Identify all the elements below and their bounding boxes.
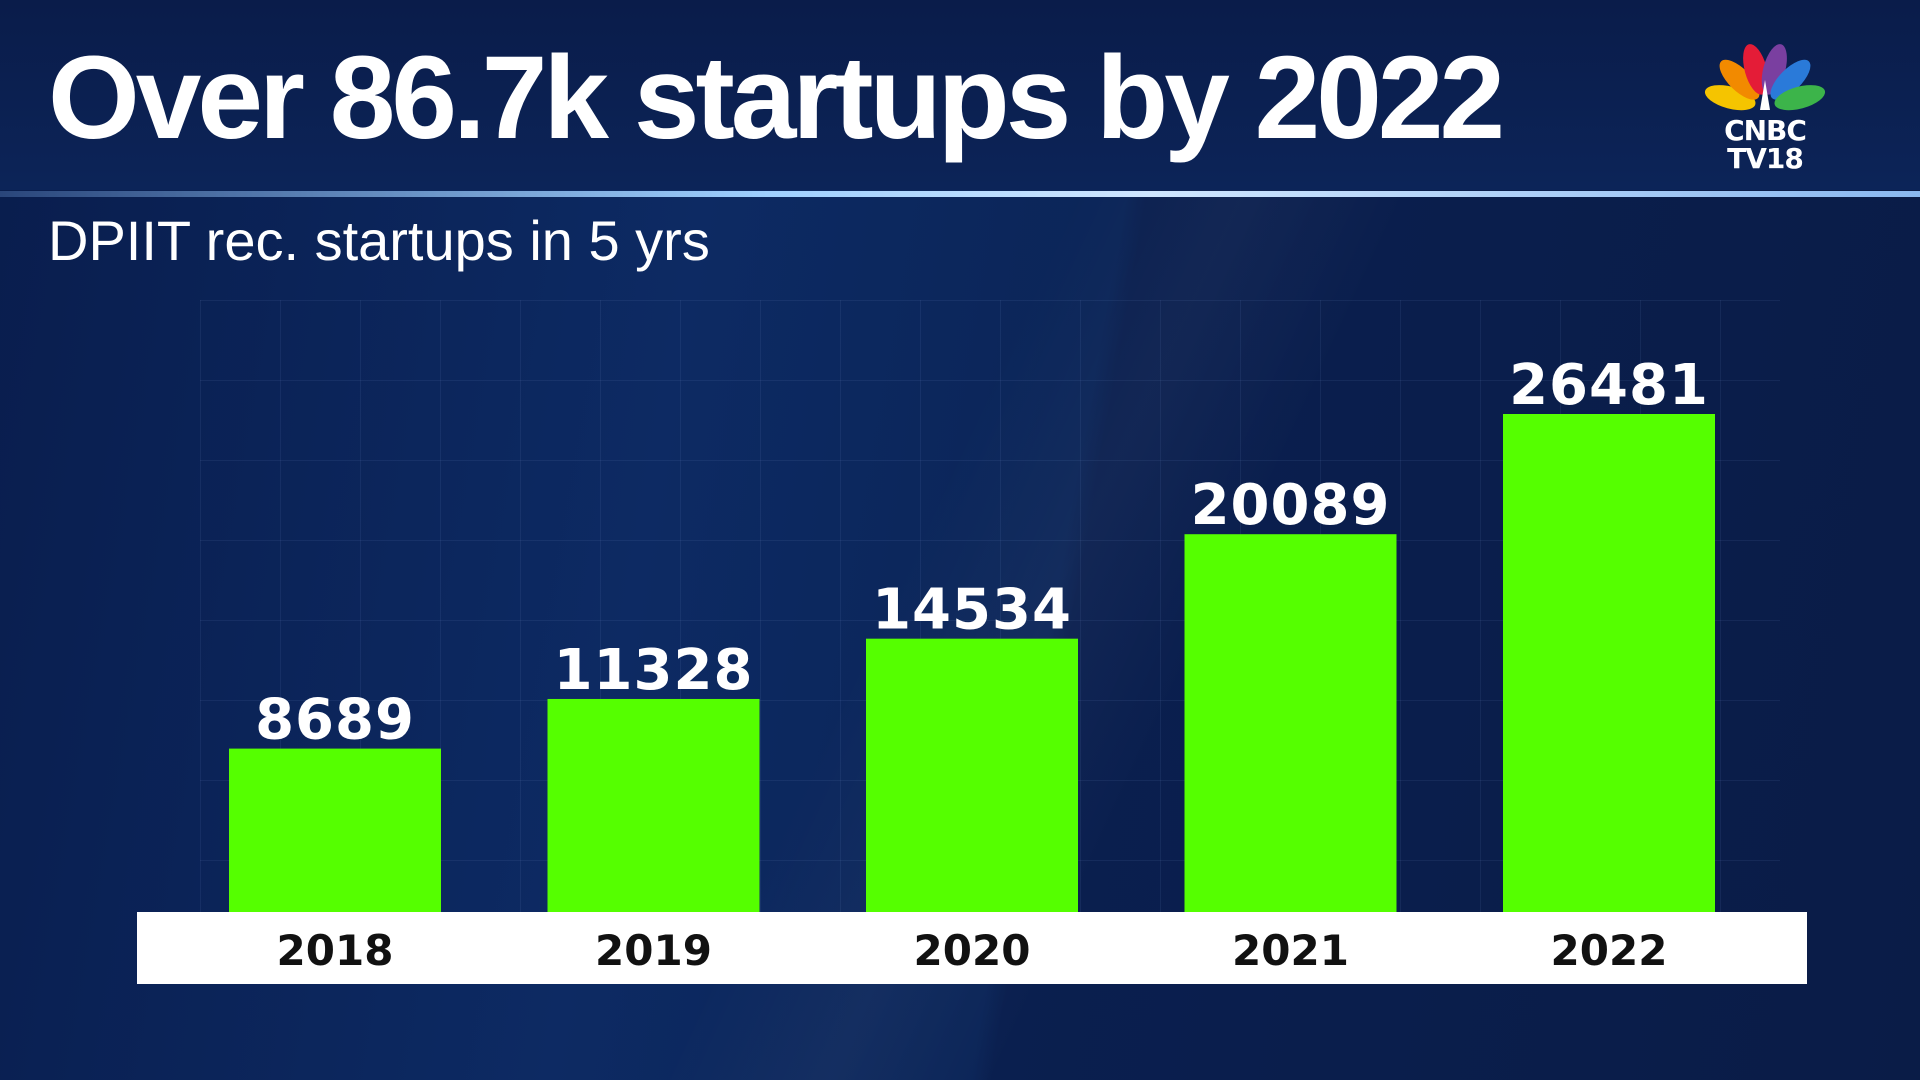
x-tick-label: 2018 (277, 926, 394, 975)
data-label: 11328 (554, 638, 754, 703)
data-label: 20089 (1191, 473, 1391, 538)
bar-2022 (1503, 414, 1715, 912)
peacock-icon (1704, 44, 1826, 111)
bar-2021 (1184, 534, 1397, 912)
x-tick-label: 2019 (595, 926, 712, 975)
x-tick-label: 2021 (1232, 926, 1349, 975)
data-label: 8689 (255, 688, 415, 753)
logo-line-1: CNBC (1724, 114, 1807, 147)
bar-2019 (547, 698, 760, 912)
logo-line-2: TV18 (1727, 142, 1804, 175)
cnbc-tv18-logo: CNBC TV18 (1700, 38, 1830, 178)
x-axis-band (137, 912, 1807, 984)
header-divider (0, 191, 1920, 197)
peacock-body (1760, 80, 1770, 110)
peacock-feather (1774, 85, 1826, 111)
header-band (0, 0, 1920, 190)
bar-2018 (229, 748, 441, 912)
peacock-feather (1719, 59, 1760, 100)
peacock-feather (1770, 59, 1811, 100)
page-subtitle: DPIIT rec. startups in 5 yrs (48, 209, 710, 272)
data-label: 26481 (1509, 353, 1709, 418)
page-title: Over 86.7k startups by 2022 (48, 32, 1505, 164)
bar-2020 (866, 638, 1078, 912)
x-tick-label: 2022 (1551, 926, 1668, 975)
x-tick-label: 2020 (914, 926, 1031, 975)
data-label: 14534 (872, 578, 1072, 643)
